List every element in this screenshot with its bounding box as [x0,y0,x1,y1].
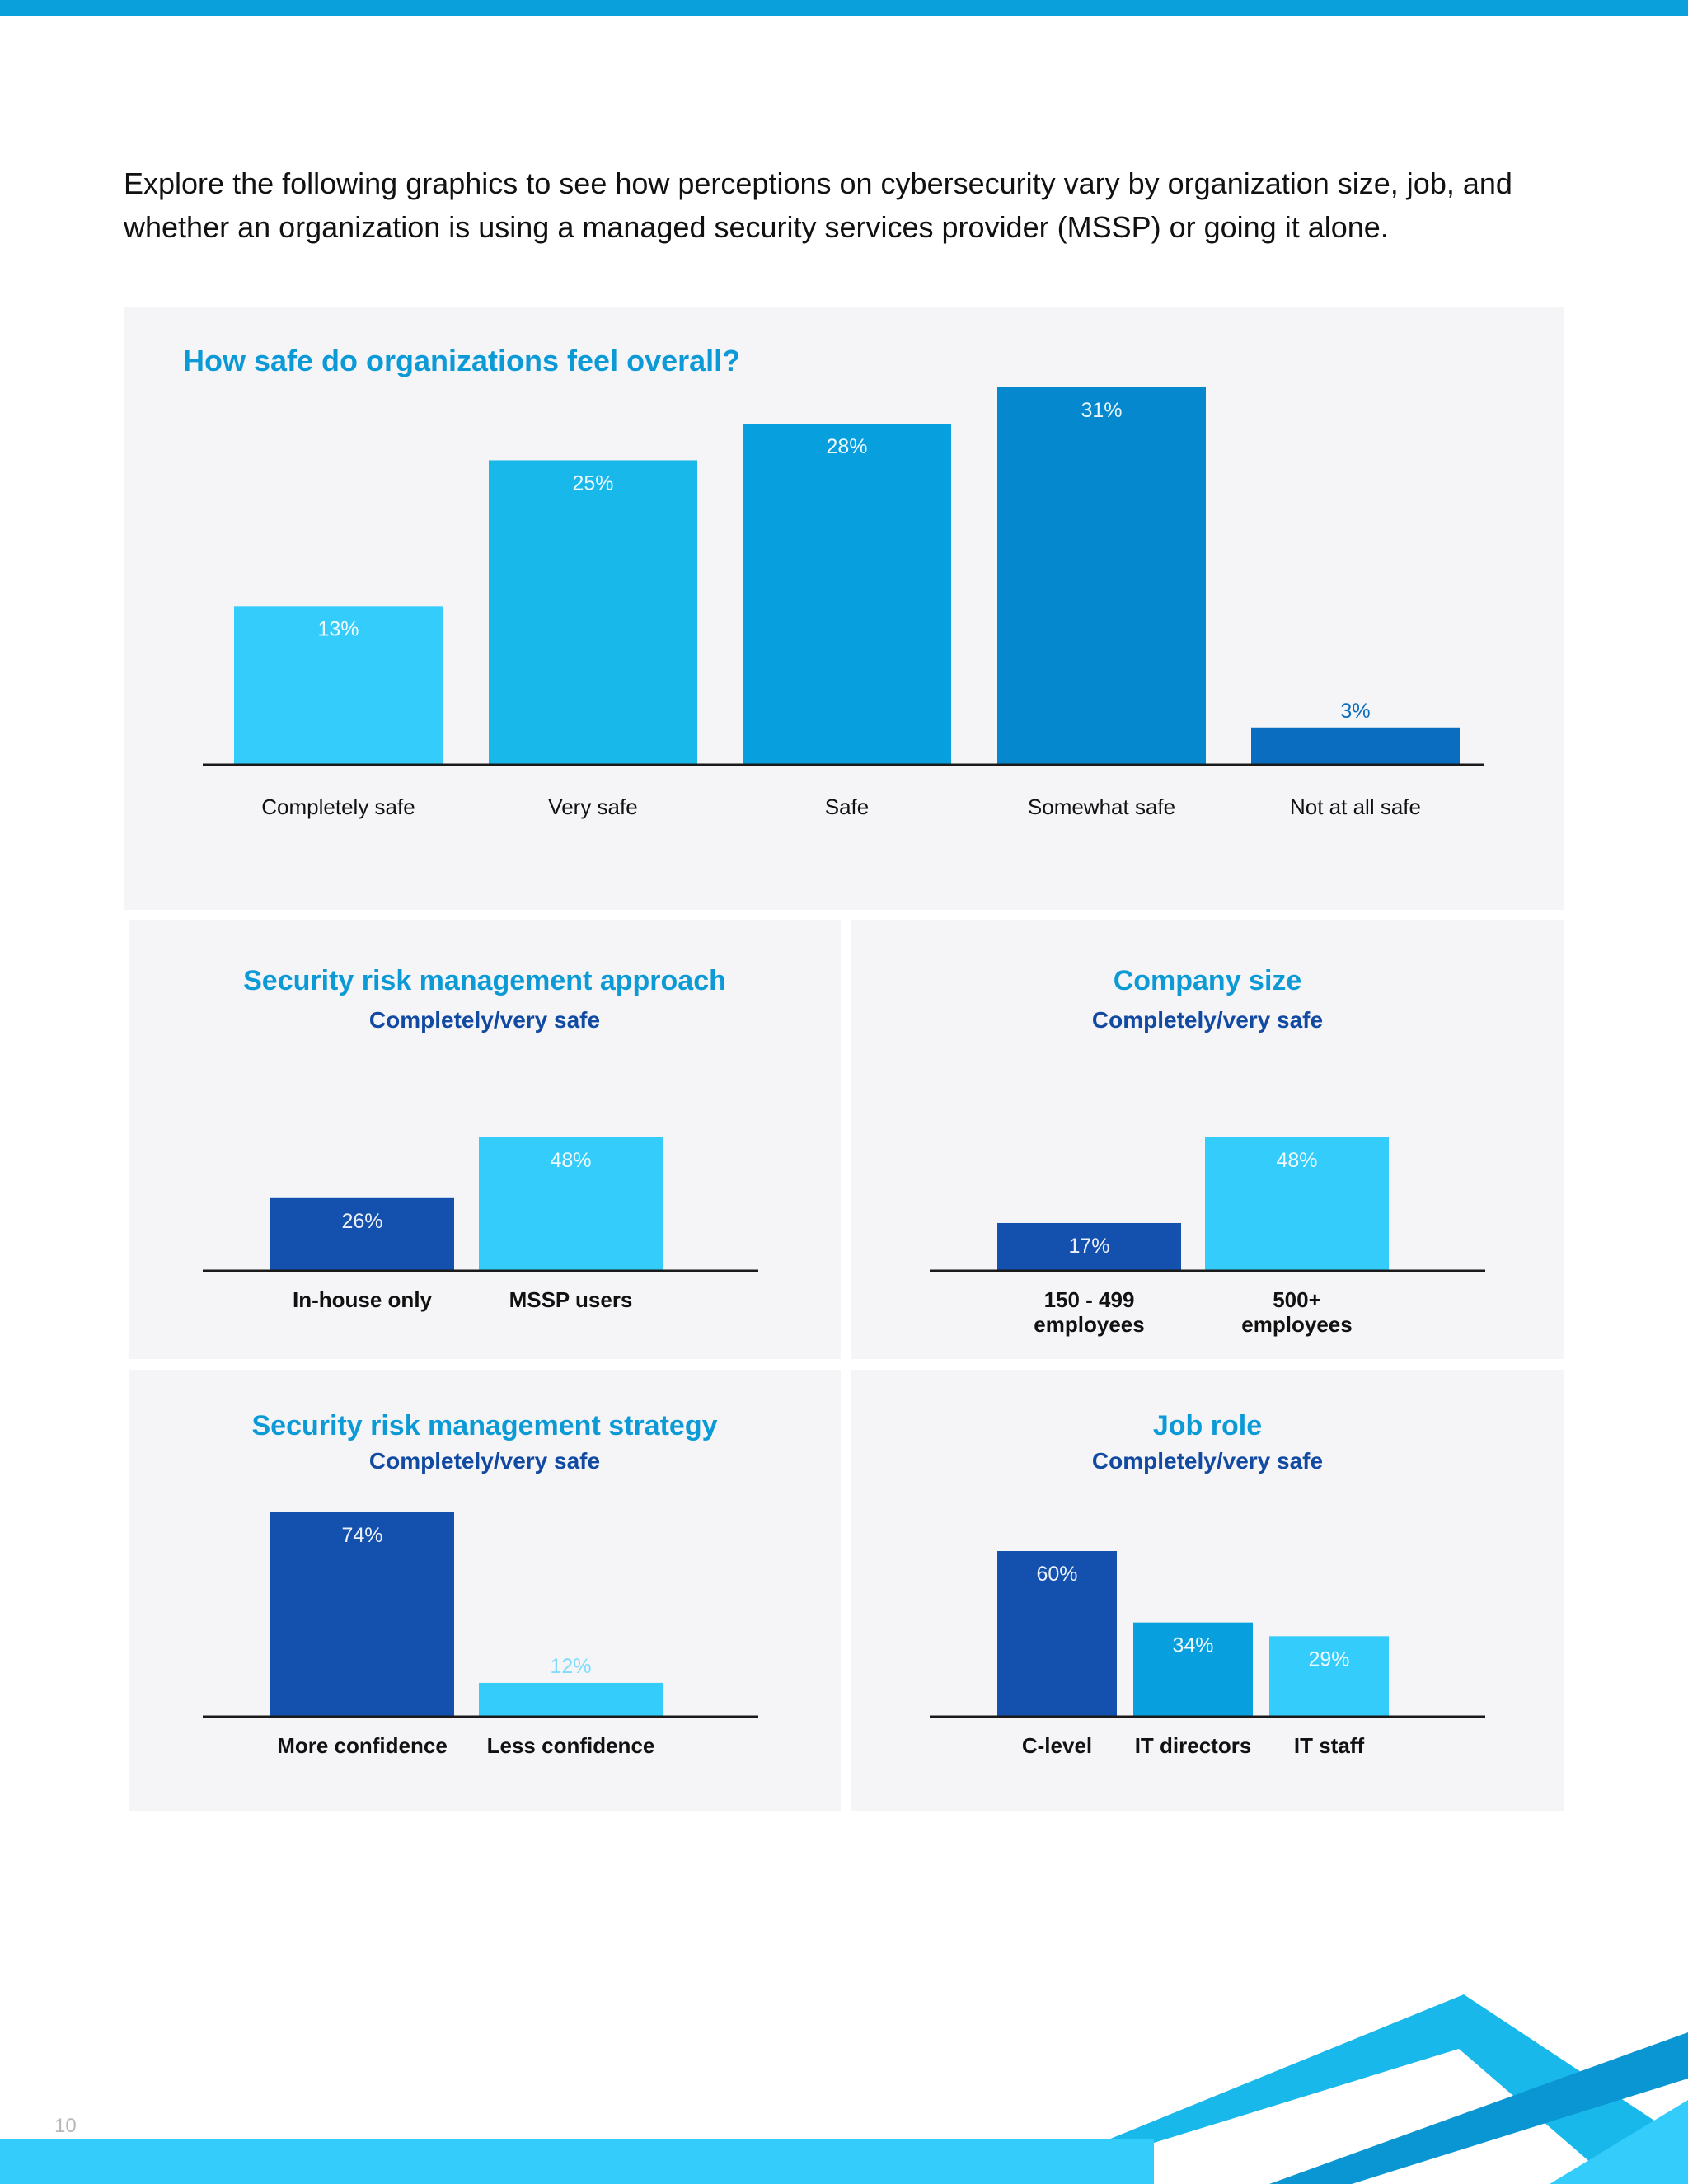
category-label-approach-0: In-house only [293,1287,433,1312]
value-label-approach-0: 26% [341,1210,382,1233]
bar-size-0 [997,1222,1181,1270]
decorative-stripes [1104,1994,1688,2184]
value-label-strategy-1: 12% [550,1655,591,1678]
panel-strategy [129,1370,841,1811]
bar-overall-2 [743,424,951,764]
bar-approach-1 [479,1137,663,1270]
value-label-approach-1: 48% [550,1149,591,1172]
bar-job-role-1 [1133,1622,1253,1716]
bar-strategy-0 [270,1512,454,1716]
bar-approach-0 [270,1197,454,1270]
value-label-size-0: 17% [1068,1235,1109,1258]
value-label-job-role-2: 29% [1308,1647,1349,1671]
bar-overall-3 [997,387,1206,764]
value-label-job-role-0: 60% [1036,1563,1077,1586]
chart-title-size: Company size [1114,965,1302,996]
chart-title-approach: Security risk management approach [243,965,726,996]
chart-title-strategy: Security risk management strategy [251,1410,717,1441]
category-label-approach-1: MSSP users [509,1287,633,1312]
category-label-overall-0: Completely safe [261,794,415,819]
bar-job-role-2 [1269,1636,1389,1716]
category-label-job-role-0: C-level [1022,1733,1092,1758]
chart-subtitle-strategy: Completely/very safe [369,1448,600,1474]
value-label-overall-3: 31% [1081,399,1122,422]
panel-job-role [851,1370,1564,1811]
value-label-overall-0: 13% [317,617,359,640]
value-label-overall-4: 3% [1340,700,1370,723]
value-label-strategy-0: 74% [341,1524,382,1547]
value-label-size-1: 48% [1276,1149,1317,1172]
category-label-overall-1: Very safe [548,794,637,819]
category-label-strategy-1: Less confidence [487,1733,655,1758]
deco-stripe-right [1550,2100,1688,2184]
chart-subtitle-size: Completely/very safe [1092,1007,1323,1033]
deco-stripe-dark [1269,2032,1688,2184]
category-label-size-1: 500+ employees [1241,1287,1352,1337]
intro-text: Explore the following graphics to see ho… [124,166,1512,244]
bar-overall-0 [234,606,443,764]
category-label-overall-3: Somewhat safe [1028,794,1175,819]
bar-strategy-1 [479,1682,663,1716]
chart-subtitle-job-role: Completely/very safe [1092,1448,1323,1474]
chart-title-overall: How safe do organizations feel overall? [183,344,740,377]
bar-job-role-0 [997,1551,1117,1716]
value-label-job-role-1: 34% [1172,1634,1213,1657]
bottom-band [0,2139,1154,2184]
bar-overall-4 [1251,727,1460,764]
category-label-overall-4: Not at all safe [1290,794,1421,819]
category-label-size-0: 150 - 499 employees [1034,1287,1144,1337]
chart-title-job-role: Job role [1153,1410,1262,1441]
category-label-job-role-1: IT directors [1135,1733,1252,1758]
category-label-strategy-0: More confidence [277,1733,448,1758]
category-label-job-role-2: IT staff [1294,1733,1365,1758]
page-number: 10 [54,2115,77,2137]
category-label-overall-2: Safe [825,794,870,819]
chart-subtitle-approach: Completely/very safe [369,1007,600,1033]
value-label-overall-2: 28% [826,435,867,458]
value-label-overall-1: 25% [572,471,613,494]
top-accent-bar [0,0,1688,16]
bar-overall-1 [489,460,697,764]
bar-size-1 [1205,1137,1389,1270]
